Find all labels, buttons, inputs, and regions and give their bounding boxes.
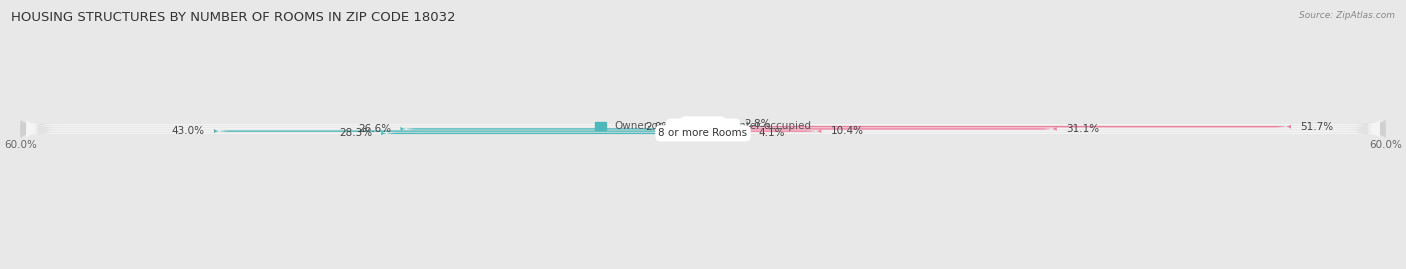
FancyBboxPatch shape — [703, 126, 1057, 132]
FancyBboxPatch shape — [21, 121, 1385, 133]
Text: 8 or more Rooms: 8 or more Rooms — [658, 128, 748, 138]
Text: Source: ZipAtlas.com: Source: ZipAtlas.com — [1299, 11, 1395, 20]
Text: 0.0%: 0.0% — [668, 119, 695, 129]
Text: HOUSING STRUCTURES BY NUMBER OF ROOMS IN ZIP CODE 18032: HOUSING STRUCTURES BY NUMBER OF ROOMS IN… — [11, 11, 456, 24]
Text: 31.1%: 31.1% — [1066, 124, 1099, 134]
Text: 43.0%: 43.0% — [172, 126, 205, 136]
FancyBboxPatch shape — [27, 128, 1379, 139]
Text: 2 or 3 Rooms: 2 or 3 Rooms — [669, 122, 737, 132]
FancyBboxPatch shape — [27, 119, 1379, 130]
FancyBboxPatch shape — [681, 124, 703, 129]
Text: 2.8%: 2.8% — [744, 119, 770, 129]
FancyBboxPatch shape — [27, 126, 1379, 137]
Text: 10.4%: 10.4% — [831, 126, 863, 136]
Text: 28.3%: 28.3% — [339, 128, 373, 138]
FancyBboxPatch shape — [21, 119, 1385, 130]
FancyBboxPatch shape — [21, 123, 1385, 135]
Text: 4 or 5 Rooms: 4 or 5 Rooms — [669, 124, 737, 134]
FancyBboxPatch shape — [703, 124, 1291, 129]
FancyBboxPatch shape — [401, 126, 703, 132]
FancyBboxPatch shape — [381, 131, 703, 136]
Text: 1 Room: 1 Room — [683, 119, 723, 129]
Text: 26.6%: 26.6% — [359, 124, 391, 134]
FancyBboxPatch shape — [703, 131, 749, 136]
Text: 4.1%: 4.1% — [759, 128, 785, 138]
FancyBboxPatch shape — [214, 129, 703, 134]
Text: 2.0%: 2.0% — [645, 122, 671, 132]
FancyBboxPatch shape — [21, 128, 1385, 139]
FancyBboxPatch shape — [27, 123, 1379, 134]
Text: 6 or 7 Rooms: 6 or 7 Rooms — [669, 126, 737, 136]
Legend: Owner-occupied, Renter-occupied: Owner-occupied, Renter-occupied — [591, 117, 815, 136]
FancyBboxPatch shape — [27, 121, 1379, 132]
FancyBboxPatch shape — [703, 122, 735, 127]
FancyBboxPatch shape — [21, 125, 1385, 137]
Text: 51.7%: 51.7% — [1301, 122, 1333, 132]
FancyBboxPatch shape — [703, 129, 821, 134]
